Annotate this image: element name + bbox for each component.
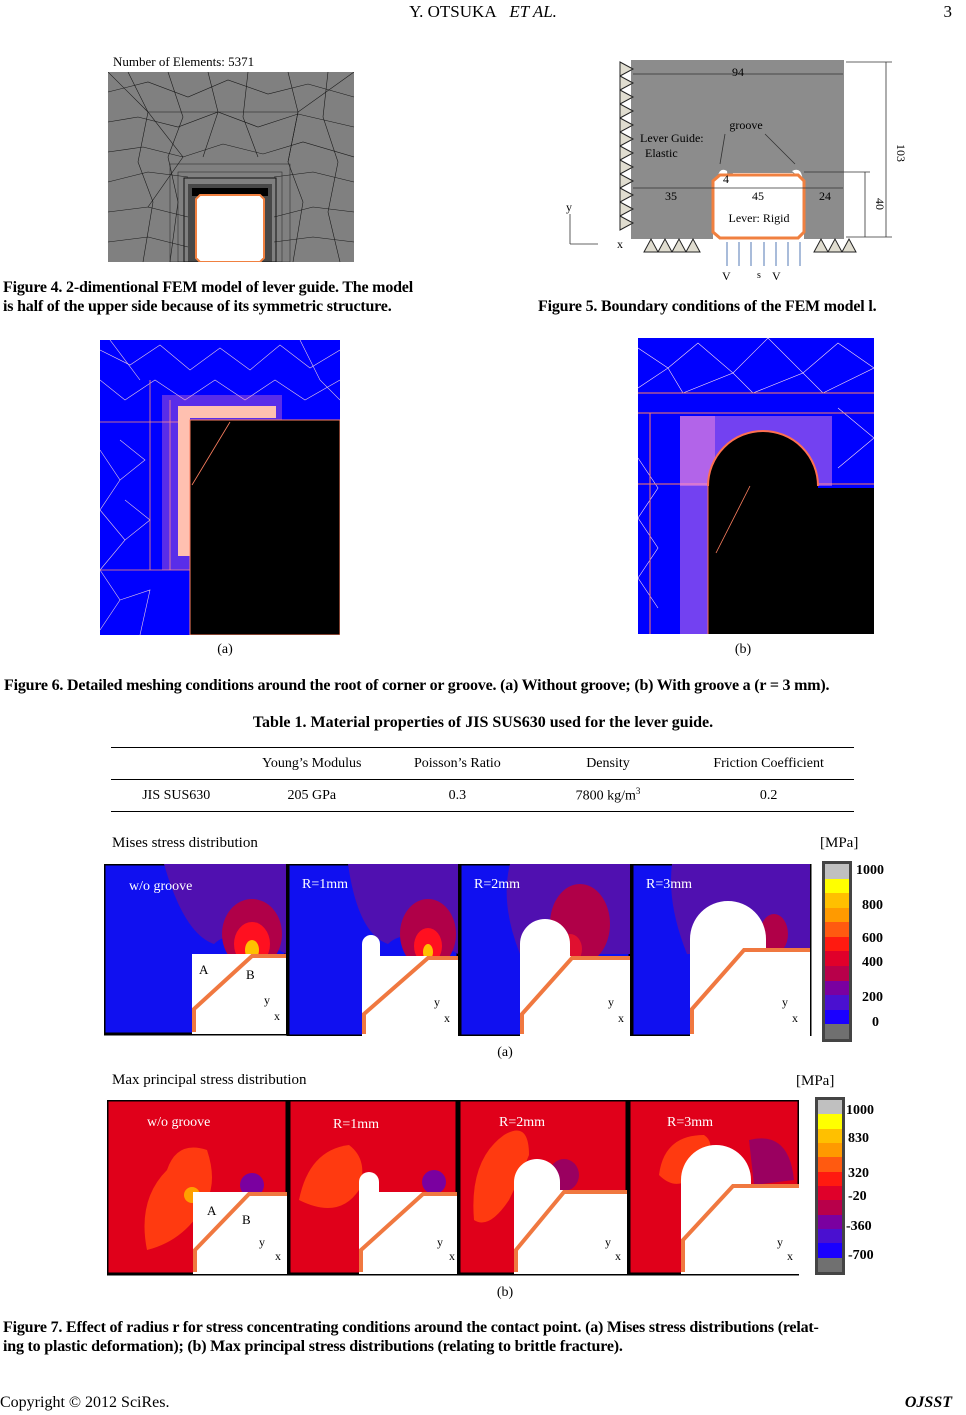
col-friction: Friction Coefficient xyxy=(713,755,824,771)
max-principal-title: Max principal stress distribution xyxy=(112,1072,307,1088)
svg-text:x: x xyxy=(618,1011,624,1025)
mises-colorbar xyxy=(822,861,852,1042)
svg-text:y: y xyxy=(434,995,440,1009)
col-youngs-modulus: Young’s Modulus xyxy=(262,755,362,771)
svg-text:y: y xyxy=(605,1235,611,1249)
svg-text:y: y xyxy=(608,995,614,1009)
copyright: Copyright © 2012 SciRes. xyxy=(0,1394,170,1411)
svg-text:x: x xyxy=(274,1009,280,1023)
figure-6-caption: Figure 6. Detailed meshing conditions ar… xyxy=(4,677,830,694)
figure-6a-mesh xyxy=(100,340,340,635)
svg-text:B: B xyxy=(246,967,255,982)
svg-text:x: x xyxy=(792,1011,798,1025)
material-properties-table: Young’s Modulus Poisson’s Ratio Density … xyxy=(111,747,854,812)
svg-text:y: y xyxy=(777,1235,783,1249)
elastic-label: Elastic xyxy=(645,146,678,160)
slide-s-label: s xyxy=(757,270,761,281)
figure-7a-label: (a) xyxy=(497,1045,513,1060)
load-arrows-icon xyxy=(726,242,801,266)
svg-text:B: B xyxy=(242,1212,251,1227)
cell-friction: 0.2 xyxy=(759,787,778,803)
col-poissons-ratio: Poisson’s Ratio xyxy=(414,755,501,771)
figure-4: Number of Elements: 5371 xyxy=(108,54,356,264)
svg-text:R=3mm: R=3mm xyxy=(646,877,692,892)
svg-text:R=1mm: R=1mm xyxy=(333,1117,379,1132)
cell-youngs-modulus: 205 GPa xyxy=(287,787,337,803)
figure-7a-mises-contours: w/o groove A B y x R=1mm y x R=2mm y x xyxy=(104,864,812,1036)
lever-guide-label: Lever Guide: xyxy=(640,131,704,145)
load-vy-left: V xyxy=(722,269,731,283)
mises-title: Mises stress distribution xyxy=(112,835,258,851)
table-1-title: Table 1. Material properties of JIS SUS6… xyxy=(252,714,714,731)
max-principal-unit: [MPa] xyxy=(796,1073,835,1089)
dim-94: 94 xyxy=(732,65,744,79)
roller-support-icon xyxy=(643,237,857,253)
max-principal-colorbar xyxy=(815,1097,845,1275)
axis-y-label: y xyxy=(566,200,572,214)
dim-4: 4 xyxy=(723,172,729,186)
figure-7b-label: (b) xyxy=(496,1285,514,1300)
figure-7b-max-principal-contours: w/o groove A B y x R=1mm y x R=2mm y x R… xyxy=(107,1100,799,1276)
fem-mesh-image xyxy=(108,72,354,262)
table-row: JIS SUS630 205 GPa 0.3 7800 kg/m3 0.2 xyxy=(111,780,854,812)
cell-material: JIS SUS630 xyxy=(142,787,211,803)
col-density: Density xyxy=(586,755,630,771)
mises-panel-r1: R=1mm y x xyxy=(286,864,460,1036)
groove-label: groove xyxy=(729,118,762,132)
svg-text:x: x xyxy=(787,1249,793,1263)
mises-panel-wo-groove: w/o groove A B y x xyxy=(104,864,288,1036)
page-number: 3 xyxy=(943,2,953,21)
journal-name: OJSST xyxy=(904,1394,952,1411)
principal-panel-wo-groove: w/o groove A B y x xyxy=(107,1100,289,1276)
dim-24: 24 xyxy=(819,189,831,203)
figure-6a-label: (a) xyxy=(217,642,233,657)
svg-text:x: x xyxy=(449,1249,455,1263)
svg-text:R=2mm: R=2mm xyxy=(474,877,520,892)
svg-text:y: y xyxy=(259,1235,265,1249)
load-vy-right: V xyxy=(772,269,781,283)
figure-6b-mesh xyxy=(638,338,874,634)
mises-panel-r3: R=3mm y x xyxy=(630,864,812,1036)
figure-4-caption: Figure 4. 2-dimentional FEM model of lev… xyxy=(3,279,413,315)
dim-40: 40 xyxy=(873,198,887,210)
svg-text:A: A xyxy=(199,962,209,977)
table-header-row: Young’s Modulus Poisson’s Ratio Density … xyxy=(111,748,854,780)
element-count-label: Number of Elements: 5371 xyxy=(113,54,255,69)
svg-text:x: x xyxy=(444,1011,450,1025)
dim-35: 35 xyxy=(665,189,677,203)
svg-text:R=3mm: R=3mm xyxy=(667,1115,713,1130)
dim-103: 103 xyxy=(894,144,908,162)
lever-rigid-label: Lever: Rigid xyxy=(729,211,790,225)
svg-text:w/o groove: w/o groove xyxy=(129,879,192,894)
principal-panel-r1: R=1mm y x xyxy=(287,1100,459,1276)
figure-7-caption: Figure 7. Effect of radius r for stress … xyxy=(3,1319,819,1355)
principal-panel-r3: R=3mm y x xyxy=(627,1100,799,1276)
cell-poissons-ratio: 0.3 xyxy=(448,787,467,803)
svg-text:y: y xyxy=(437,1235,443,1249)
header-authors: Y. OTSUKA xyxy=(409,2,497,21)
header-et-al: ET AL. xyxy=(509,2,557,21)
principal-panel-r2: R=2mm y x xyxy=(457,1100,629,1276)
fixed-support-icon xyxy=(619,61,635,231)
svg-text:y: y xyxy=(782,995,788,1009)
svg-text:x: x xyxy=(275,1249,281,1263)
mises-unit: [MPa] xyxy=(820,835,859,851)
figure-6b-label: (b) xyxy=(734,642,752,657)
svg-text:R=2mm: R=2mm xyxy=(499,1115,545,1130)
axis-x-label: x xyxy=(617,237,623,251)
figure-5-boundary-diagram: 94 groove Lever Guide: Elastic 4 35 45 2… xyxy=(566,60,908,283)
svg-text:w/o groove: w/o groove xyxy=(147,1115,210,1130)
svg-text:R=1mm: R=1mm xyxy=(302,877,348,892)
svg-text:A: A xyxy=(207,1203,217,1218)
mises-panel-r2: R=2mm y x xyxy=(458,864,632,1036)
cell-density: 7800 kg/m3 xyxy=(575,786,641,804)
svg-text:x: x xyxy=(615,1249,621,1263)
dim-45: 45 xyxy=(752,189,764,203)
running-header: Y. OTSUKA ET AL. xyxy=(0,2,966,22)
svg-text:y: y xyxy=(264,993,270,1007)
figure-5-caption: Figure 5. Boundary conditions of the FEM… xyxy=(538,298,877,315)
